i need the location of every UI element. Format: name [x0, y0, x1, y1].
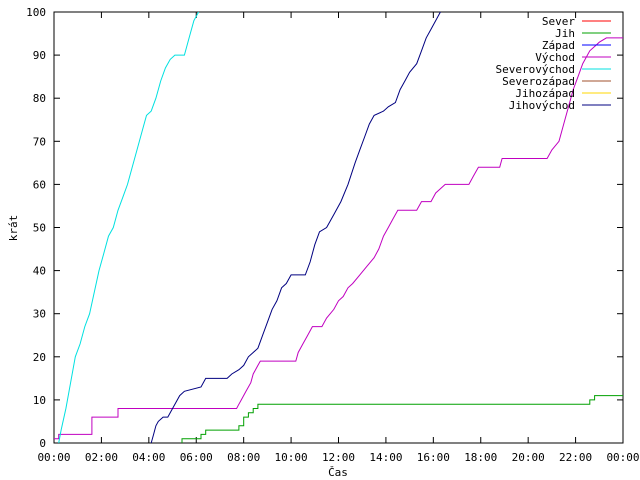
y-axis-label: krát	[7, 215, 20, 242]
x-tick-label: 12:00	[322, 451, 355, 464]
x-tick-label: 14:00	[369, 451, 402, 464]
y-tick-label: 10	[33, 394, 46, 407]
y-tick-label: 30	[33, 308, 46, 321]
y-tick-label: 60	[33, 178, 46, 191]
legend-label: Východ	[535, 51, 575, 64]
x-tick-label: 06:00	[180, 451, 213, 464]
y-tick-label: 0	[39, 437, 46, 450]
y-tick-label: 70	[33, 135, 46, 148]
y-tick-label: 90	[33, 49, 46, 62]
legend-label: Jih	[555, 27, 575, 40]
series-line-4	[58, 11, 200, 444]
y-tick-label: 40	[33, 265, 46, 278]
x-tick-label: 10:00	[275, 451, 308, 464]
legend: SeverJihZápadVýchodSeverovýchodSeverozáp…	[496, 15, 611, 112]
x-tick-label: 22:00	[559, 451, 592, 464]
x-tick-label: 02:00	[85, 451, 118, 464]
x-tick-label: 00:00	[606, 451, 639, 464]
legend-label: Severozápad	[502, 75, 575, 88]
x-tick-label: 18:00	[464, 451, 497, 464]
legend-label: Západ	[542, 39, 575, 52]
series-line-3	[54, 37, 623, 440]
x-tick-label: 00:00	[37, 451, 70, 464]
x-tick-label: 04:00	[132, 451, 165, 464]
y-tick-label: 80	[33, 92, 46, 105]
series-line-1	[181, 395, 623, 443]
y-tick-label: 50	[33, 222, 46, 235]
y-tick-label: 20	[33, 351, 46, 364]
legend-label: Jihovýchod	[509, 99, 575, 112]
x-tick-label: 08:00	[227, 451, 260, 464]
y-tick-label: 100	[26, 6, 46, 19]
legend-label: Severovýchod	[496, 63, 575, 76]
legend-label: Sever	[542, 15, 575, 28]
series-line-7	[150, 11, 441, 444]
x-axis-label: Čas	[328, 466, 348, 479]
x-tick-label: 20:00	[512, 451, 545, 464]
legend-label: Jihozápad	[515, 87, 575, 100]
series-lines	[54, 11, 623, 444]
x-tick-label: 16:00	[417, 451, 450, 464]
axis-ticks: 00:00 02:00 04:00 06:00 08:00 10:00 12:00 14:00…	[26, 6, 639, 464]
